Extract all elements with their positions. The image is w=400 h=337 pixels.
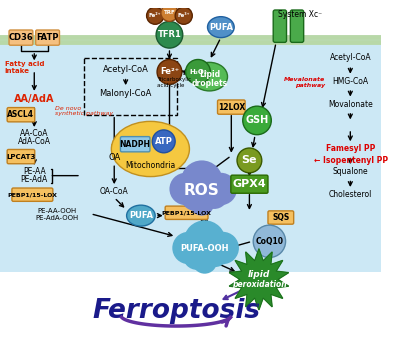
Text: Se: Se xyxy=(242,155,257,165)
FancyBboxPatch shape xyxy=(273,10,286,42)
FancyBboxPatch shape xyxy=(290,10,304,42)
Circle shape xyxy=(161,4,178,22)
Circle shape xyxy=(157,60,182,84)
Text: PEBP1/15-LOX: PEBP1/15-LOX xyxy=(7,192,57,197)
Text: SQS: SQS xyxy=(272,213,290,222)
Text: H₂O₂: H₂O₂ xyxy=(189,69,207,75)
Circle shape xyxy=(190,191,214,216)
Ellipse shape xyxy=(111,121,190,177)
Text: LPCAT3: LPCAT3 xyxy=(6,154,36,160)
FancyBboxPatch shape xyxy=(7,108,35,122)
Text: PUFA: PUFA xyxy=(209,23,233,32)
Text: Fe²⁺: Fe²⁺ xyxy=(160,67,179,76)
Text: TFR1: TFR1 xyxy=(158,30,181,39)
Text: OA: OA xyxy=(108,153,120,162)
Circle shape xyxy=(170,173,202,205)
FancyBboxPatch shape xyxy=(268,211,294,224)
Text: NADPH: NADPH xyxy=(120,140,151,149)
Ellipse shape xyxy=(208,17,234,38)
Circle shape xyxy=(253,225,286,257)
Text: Tricarboxylic
acid cycle: Tricarboxylic acid cycle xyxy=(157,77,191,88)
Text: droplets: droplets xyxy=(191,79,228,88)
Circle shape xyxy=(200,180,228,209)
Text: AdA-CoA: AdA-CoA xyxy=(18,137,51,146)
Text: Mitochondria: Mitochondria xyxy=(125,161,176,170)
Text: CD36: CD36 xyxy=(8,33,33,42)
Text: Movalonate: Movalonate xyxy=(328,100,373,109)
Text: CoQ10: CoQ10 xyxy=(255,237,283,246)
Text: Fatty acid
intake: Fatty acid intake xyxy=(5,61,44,73)
Circle shape xyxy=(146,7,164,24)
Text: OA-CoA: OA-CoA xyxy=(100,187,129,196)
Circle shape xyxy=(192,249,217,274)
Text: PE-AdA: PE-AdA xyxy=(21,175,48,184)
Text: Acetyl-CoA: Acetyl-CoA xyxy=(330,53,371,62)
Text: TRF: TRF xyxy=(164,10,175,16)
Text: De novo
synthetic pathway: De novo synthetic pathway xyxy=(55,105,113,116)
Polygon shape xyxy=(229,249,289,310)
FancyBboxPatch shape xyxy=(165,206,208,219)
Text: PEBP1/15-LOX: PEBP1/15-LOX xyxy=(162,210,212,215)
Text: PE-AA: PE-AA xyxy=(23,167,46,176)
Text: Lipid: Lipid xyxy=(199,70,220,79)
Bar xyxy=(0,38,381,272)
Ellipse shape xyxy=(127,205,155,226)
Circle shape xyxy=(184,220,226,262)
Text: ATP: ATP xyxy=(155,137,173,146)
Text: AA/AdA: AA/AdA xyxy=(14,94,54,104)
Bar xyxy=(0,8,381,38)
Circle shape xyxy=(237,148,262,173)
Text: PE-AA-OOH: PE-AA-OOH xyxy=(38,208,77,214)
Text: ← Isopentenyl PP: ← Isopentenyl PP xyxy=(314,156,388,165)
Circle shape xyxy=(181,182,210,211)
Circle shape xyxy=(181,160,223,202)
Circle shape xyxy=(152,130,175,153)
Text: Ferroptosis: Ferroptosis xyxy=(92,298,260,324)
FancyBboxPatch shape xyxy=(36,30,60,45)
Text: Acetyl-CoA: Acetyl-CoA xyxy=(103,65,148,74)
Text: Cholesterol: Cholesterol xyxy=(329,190,372,199)
FancyBboxPatch shape xyxy=(9,30,33,45)
FancyBboxPatch shape xyxy=(120,136,150,152)
FancyBboxPatch shape xyxy=(7,150,35,164)
FancyBboxPatch shape xyxy=(218,100,245,114)
Text: ASCL4: ASCL4 xyxy=(8,110,34,119)
Circle shape xyxy=(202,240,228,267)
Text: Famesyl PP: Famesyl PP xyxy=(326,145,375,153)
Text: ROS: ROS xyxy=(184,183,220,198)
Text: Squalone: Squalone xyxy=(332,167,368,176)
Circle shape xyxy=(156,22,183,48)
Text: PUFA-OOH: PUFA-OOH xyxy=(180,244,229,253)
Text: Fe²⁺: Fe²⁺ xyxy=(149,13,162,18)
Circle shape xyxy=(172,232,205,264)
Circle shape xyxy=(186,60,210,84)
Circle shape xyxy=(243,106,271,135)
Text: System Xc⁻: System Xc⁻ xyxy=(278,10,322,19)
Text: Fe³⁺: Fe³⁺ xyxy=(178,13,190,18)
Text: PUFA: PUFA xyxy=(129,211,153,220)
FancyBboxPatch shape xyxy=(231,175,268,193)
Text: GPX4: GPX4 xyxy=(232,179,266,189)
Bar xyxy=(0,272,381,329)
Circle shape xyxy=(206,232,239,264)
Text: Malonyl-CoA: Malonyl-CoA xyxy=(100,89,152,98)
Text: GSH: GSH xyxy=(245,116,269,125)
Circle shape xyxy=(183,241,211,270)
Text: AA-CoA: AA-CoA xyxy=(20,129,48,138)
Ellipse shape xyxy=(191,62,228,91)
Circle shape xyxy=(205,173,237,205)
Text: peroxidation: peroxidation xyxy=(232,280,286,289)
Circle shape xyxy=(175,7,192,24)
Text: PE-AdA-OOH: PE-AdA-OOH xyxy=(36,215,79,220)
Text: FATP: FATP xyxy=(36,33,59,42)
Text: HMG-CoA: HMG-CoA xyxy=(332,77,368,86)
Text: 12LOX: 12LOX xyxy=(218,102,245,112)
FancyBboxPatch shape xyxy=(12,188,53,201)
Text: lipid: lipid xyxy=(248,270,270,279)
Text: Mevalonate
pathway: Mevalonate pathway xyxy=(284,77,326,88)
